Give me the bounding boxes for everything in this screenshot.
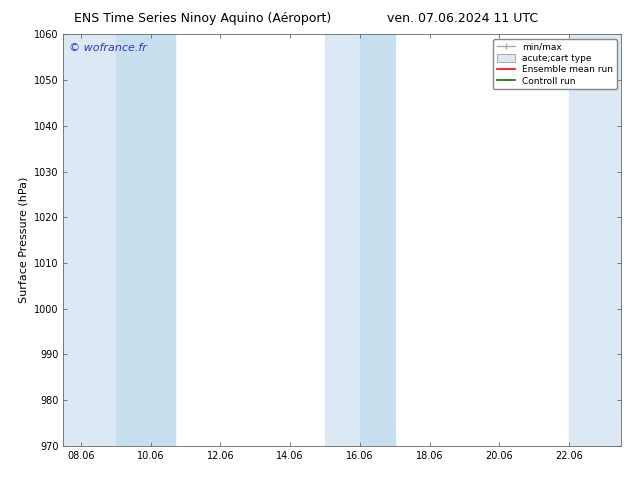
- Legend: min/max, acute;cart type, Ensemble mean run, Controll run: min/max, acute;cart type, Ensemble mean …: [493, 39, 617, 89]
- Text: ENS Time Series Ninoy Aquino (Aéroport): ENS Time Series Ninoy Aquino (Aéroport): [74, 12, 332, 25]
- Y-axis label: Surface Pressure (hPa): Surface Pressure (hPa): [18, 177, 29, 303]
- Bar: [116, 34, 175, 446]
- Bar: [359, 34, 394, 446]
- Text: © wofrance.fr: © wofrance.fr: [69, 43, 147, 52]
- Text: ven. 07.06.2024 11 UTC: ven. 07.06.2024 11 UTC: [387, 12, 538, 25]
- Bar: [63, 34, 115, 446]
- Bar: [325, 34, 359, 446]
- Bar: [569, 34, 621, 446]
